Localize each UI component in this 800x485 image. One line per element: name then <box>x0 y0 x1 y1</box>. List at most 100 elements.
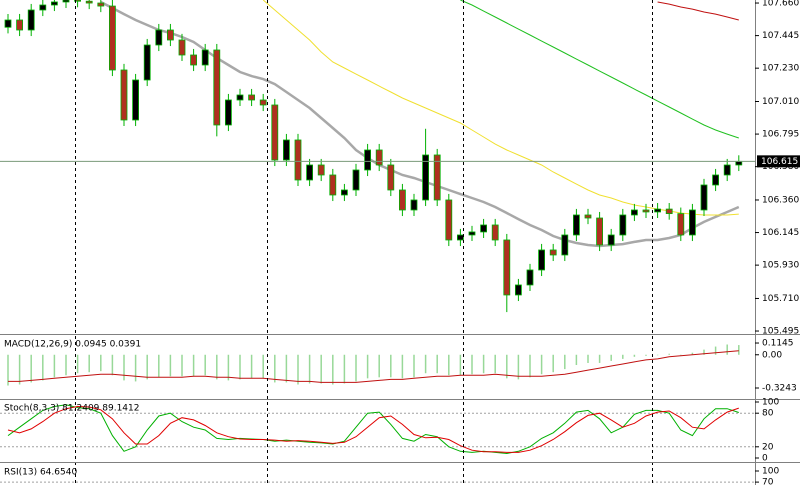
candle-body <box>689 209 696 236</box>
candle-body <box>236 94 244 101</box>
candle-body <box>51 1 58 6</box>
macd-bar <box>668 353 670 355</box>
candle-body <box>422 154 430 201</box>
macd-bar <box>529 354 531 378</box>
stoch-line <box>7 405 739 453</box>
macd-bar <box>482 354 485 374</box>
candle-body <box>538 249 545 271</box>
candle-body <box>723 164 731 176</box>
macd-bar <box>738 345 740 355</box>
macd-bar <box>42 354 44 381</box>
macd-bar <box>506 354 508 379</box>
stoch-panel <box>0 404 755 455</box>
y-tick-label: 0.1145 <box>762 339 794 349</box>
current-price-label: 106.615 <box>761 157 798 167</box>
candle-body <box>491 224 499 241</box>
y-tick-label: 107.445 <box>762 31 799 41</box>
macd-bar <box>680 354 682 356</box>
macd-bar <box>250 354 253 379</box>
macd-bar <box>703 349 705 355</box>
macd-bar <box>656 354 659 356</box>
candle-body <box>364 149 372 171</box>
macd-bar <box>285 354 288 383</box>
y-tick-label: 107.010 <box>762 97 799 107</box>
moving-average <box>657 1 739 21</box>
macd-bar <box>320 354 322 384</box>
candle-body <box>387 164 395 191</box>
candle-body <box>85 0 93 4</box>
period-separators <box>75 0 653 485</box>
candle-body <box>4 19 12 28</box>
macd-bar <box>134 354 137 382</box>
y-tick-label: 0.00 <box>762 350 782 360</box>
candle-body <box>398 189 406 211</box>
candle-body <box>654 208 661 213</box>
macd-bar <box>355 354 357 382</box>
macd-bar <box>262 354 264 379</box>
y-tick-label: 106.145 <box>762 228 799 238</box>
candle-body <box>74 0 81 2</box>
macd-bar <box>227 354 230 381</box>
candle-body <box>224 99 232 126</box>
candle-body <box>480 224 488 233</box>
candle-body <box>109 5 116 71</box>
y-tick-label: 107.660 <box>762 0 799 9</box>
macd-bar <box>204 354 206 376</box>
candle-body <box>561 234 569 256</box>
macd-bar <box>181 354 183 377</box>
macd-bar <box>158 354 160 378</box>
candle-body <box>619 214 627 236</box>
candle-body <box>642 209 650 213</box>
candle-body <box>607 234 615 246</box>
candle-body <box>155 29 163 46</box>
candle-body <box>132 79 140 121</box>
y-tick-label: -0.3243 <box>762 384 797 394</box>
candle-body <box>120 69 128 121</box>
macd-bar <box>540 354 543 375</box>
candle-body <box>248 94 256 101</box>
candle-body <box>306 164 314 181</box>
candle-body <box>665 208 673 215</box>
macd-bar <box>239 354 241 380</box>
y-tick-label: 100 <box>762 467 779 477</box>
candle-body <box>433 154 441 201</box>
macd-bar <box>691 352 694 355</box>
macd-bar <box>343 354 346 384</box>
indicator-title: RSI(13) 64.6540 <box>4 468 77 478</box>
macd-bar <box>413 354 415 378</box>
candle-body <box>294 139 302 181</box>
macd-bar <box>471 354 473 375</box>
macd-bar <box>76 354 79 374</box>
macd-bar <box>436 354 438 374</box>
candle-body <box>456 234 464 241</box>
candle-body <box>166 29 174 41</box>
candle-body <box>549 249 557 256</box>
macd-bar <box>390 354 392 378</box>
candle-body <box>282 139 290 161</box>
candle-body <box>271 104 279 161</box>
candle-body <box>352 169 360 191</box>
candle-body <box>39 4 47 11</box>
macd-bar <box>111 354 114 376</box>
macd-bar <box>366 354 369 379</box>
macd-bar <box>622 354 624 359</box>
macd-bar <box>378 354 380 378</box>
candle-body <box>259 99 267 106</box>
macd-bar <box>645 354 647 356</box>
candle-body <box>410 199 418 211</box>
y-tick-label: 106.795 <box>762 130 799 140</box>
moving-average <box>460 0 739 139</box>
candle-body <box>584 214 592 219</box>
stoch-line <box>7 404 739 455</box>
candle-body <box>329 174 337 196</box>
candle-body <box>526 269 534 286</box>
macd-bar <box>564 354 566 370</box>
signal-line <box>8 350 739 383</box>
candle-body <box>735 160 743 166</box>
candle-body <box>27 9 35 31</box>
candle-body <box>340 189 348 196</box>
indicator-title: Stoch(8,3,3) 81.2409 89.1412 <box>4 404 139 414</box>
macd-bar <box>308 354 311 384</box>
candle-body <box>16 19 24 31</box>
